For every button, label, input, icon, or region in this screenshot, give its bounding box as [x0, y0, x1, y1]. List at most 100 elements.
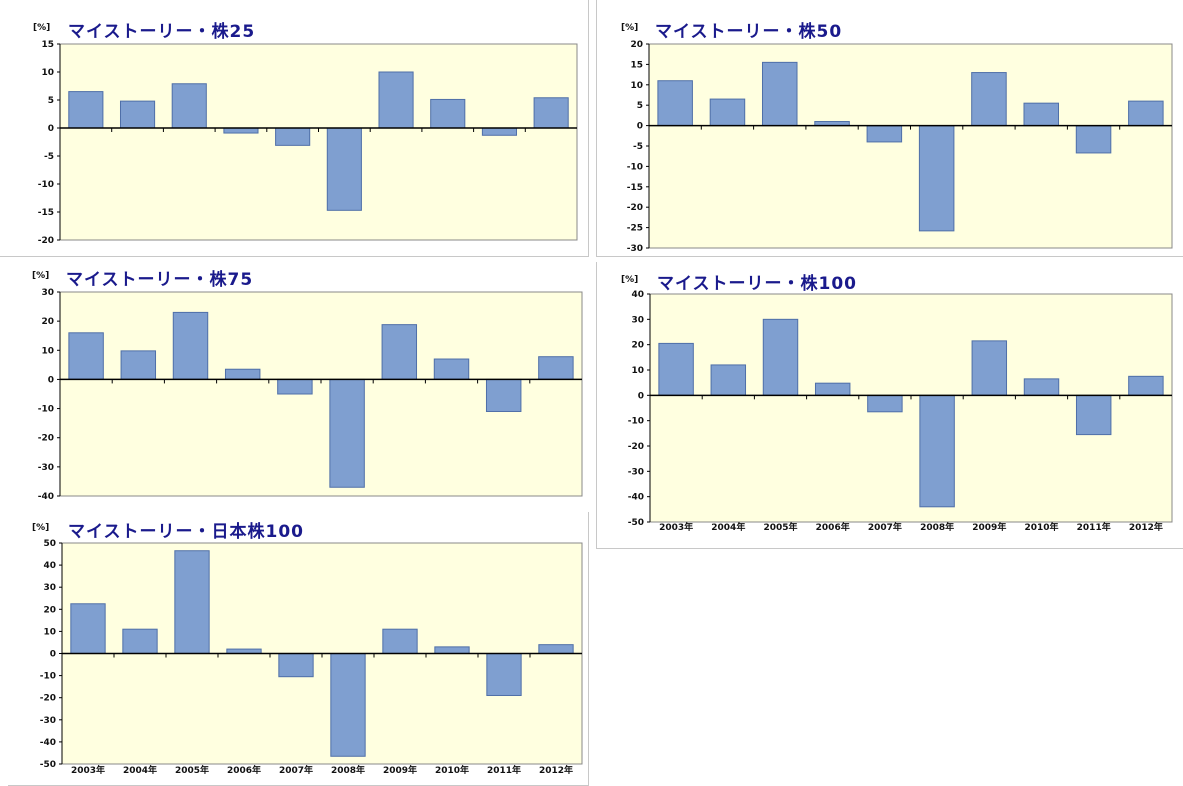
- y-tick-label: -15: [627, 183, 643, 193]
- y-tick-label: -5: [633, 142, 643, 152]
- bar: [224, 368, 261, 380]
- x-category-label: 2012年: [1129, 521, 1163, 533]
- x-category-label: 2005年: [175, 764, 209, 776]
- unit-label: [%]: [33, 23, 50, 33]
- bar: [277, 378, 313, 395]
- bar: [657, 80, 693, 127]
- chart-panel-kabu50: マイストーリー・株50 [%] 20 15 10 5 0 -5 -10 -15 -20 -25 -30: [596, 0, 1183, 257]
- y-tick-label: -10: [40, 672, 56, 682]
- bar: [1023, 378, 1060, 396]
- y-tick-label: 20: [43, 605, 56, 615]
- x-category-label: 2012年: [539, 764, 573, 776]
- x-category-label: 2006年: [816, 521, 850, 533]
- bar: [223, 127, 259, 134]
- y-tick-label: -25: [627, 224, 643, 234]
- bar: [1128, 375, 1164, 396]
- x-category-label: 2010年: [435, 764, 469, 776]
- y-tick-label: -10: [627, 162, 643, 172]
- y-tick-label: 10: [630, 81, 643, 91]
- x-category-label: 2005年: [763, 521, 797, 533]
- y-tick-label: -50: [40, 760, 56, 770]
- chart-title: マイストーリー・株50: [655, 21, 842, 42]
- bar: [867, 394, 903, 413]
- y-tick-label: -20: [38, 434, 54, 444]
- bar: [172, 311, 209, 380]
- y-tick-label: 20: [631, 341, 644, 351]
- y-tick-label: 20: [41, 317, 54, 327]
- bar: [971, 72, 1007, 127]
- bar: [381, 324, 418, 380]
- y-tick-label: -5: [44, 152, 54, 162]
- y-tick-label: 10: [43, 627, 56, 637]
- chart-panel-kabu25: マイストーリー・株25 [%] 15 10 5 0 -5 -10 -15 -20: [0, 0, 589, 257]
- x-category-label: 2011年: [487, 764, 521, 776]
- chart-title: マイストーリー・日本株100: [68, 521, 304, 542]
- y-tick-label: -10: [38, 180, 54, 190]
- y-tick-label: -30: [38, 463, 54, 473]
- bar: [171, 83, 207, 129]
- bar: [709, 98, 746, 127]
- plot-area: [59, 43, 578, 241]
- x-category-label: 2009年: [383, 764, 417, 776]
- y-tick-label: 0: [637, 122, 643, 132]
- bar: [70, 603, 106, 654]
- bar: [814, 382, 851, 396]
- x-category-label: 2010年: [1024, 521, 1058, 533]
- y-tick-label: -20: [628, 442, 644, 452]
- bar: [329, 378, 365, 488]
- y-tick-label: -20: [38, 236, 54, 246]
- bar: [275, 127, 311, 146]
- y-tick-label: -30: [628, 467, 644, 477]
- chart-panel-kabu75: マイストーリー・株75 [%] 30 20 10 0 -10 -20 -30 -40: [8, 260, 588, 518]
- y-tick-label: 0: [638, 391, 644, 401]
- bar: [1075, 394, 1112, 436]
- y-tick-label: -40: [40, 738, 56, 748]
- chart-title: マイストーリー・株25: [68, 21, 255, 42]
- chart-svg: マイストーリー・株25 [%] 15 10 5 0 -5 -10 -15 -20: [33, 21, 578, 246]
- bar: [278, 653, 314, 678]
- y-tick-label: 30: [631, 315, 644, 325]
- bar: [971, 340, 1008, 396]
- chart-svg: マイストーリー・株50 [%] 20 15 10 5 0 -5 -10 -15 -20 -25 -30: [621, 21, 1173, 254]
- x-category-label: 2008年: [331, 764, 365, 776]
- bar: [119, 100, 156, 129]
- unit-label: [%]: [621, 23, 638, 33]
- y-tick-label: -10: [628, 417, 644, 427]
- bar: [433, 358, 470, 380]
- x-category-label: 2003年: [71, 764, 105, 776]
- y-tick-label: 15: [41, 40, 54, 50]
- bar: [918, 125, 955, 232]
- bar: [1075, 125, 1112, 154]
- y-tick-label: 10: [41, 68, 54, 78]
- bar: [761, 61, 798, 127]
- bar: [326, 127, 362, 211]
- x-category-label: 2003年: [659, 521, 693, 533]
- x-category-label: 2008年: [920, 521, 954, 533]
- chart-title: マイストーリー・株100: [657, 273, 857, 294]
- bar: [382, 628, 418, 655]
- y-tick-label: -30: [40, 716, 56, 726]
- unit-label: [%]: [621, 275, 638, 285]
- bar: [762, 318, 799, 396]
- bar: [658, 342, 694, 396]
- chart-title: マイストーリー・株75: [66, 269, 253, 290]
- bar: [122, 628, 158, 655]
- bar: [538, 644, 574, 655]
- y-tick-label: 0: [48, 375, 54, 385]
- x-category-label: 2011年: [1077, 521, 1111, 533]
- chart-panel-nihon-kabu100: マイストーリー・日本株100 [%] 50 40 30 20 10 0 -10 -20 -30 -40…: [8, 512, 589, 786]
- bar: [68, 91, 104, 129]
- y-tick-label: 0: [48, 124, 54, 134]
- bar: [919, 394, 955, 508]
- y-tick-label: 5: [637, 101, 643, 111]
- y-tick-label: -20: [40, 694, 56, 704]
- y-tick-label: 30: [41, 288, 54, 298]
- bar: [330, 653, 366, 757]
- y-tick-label: -40: [628, 493, 644, 503]
- y-tick-label: 40: [631, 290, 644, 300]
- unit-label: [%]: [32, 271, 49, 281]
- x-category-label: 2007年: [868, 521, 902, 533]
- y-tick-label: 10: [41, 346, 54, 356]
- unit-label: [%]: [32, 523, 49, 533]
- y-tick-label: -50: [628, 518, 644, 528]
